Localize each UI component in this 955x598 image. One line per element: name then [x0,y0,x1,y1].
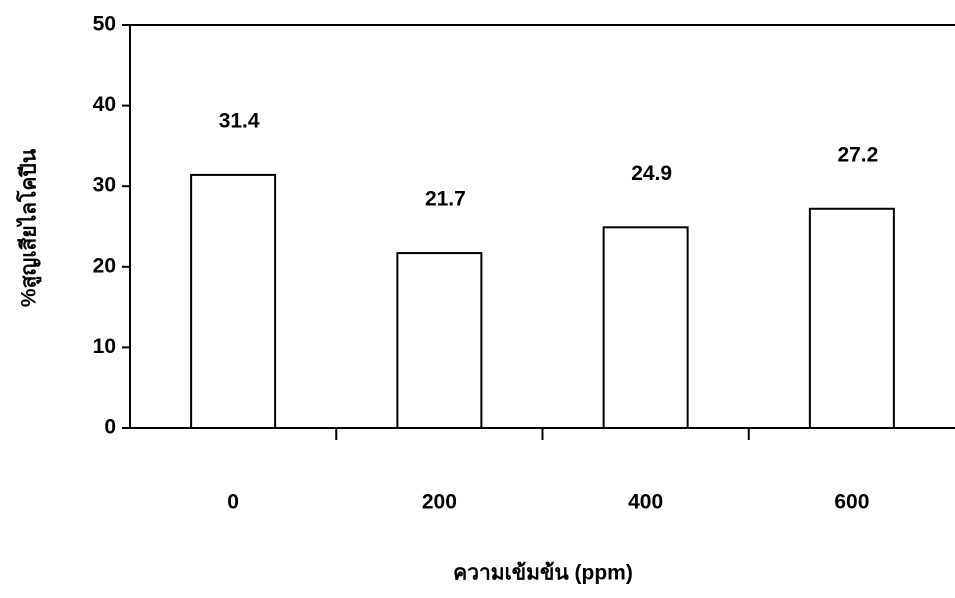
value-label: 24.9 [631,162,672,185]
y-tick-label: 0 [104,416,116,439]
bar [604,227,688,428]
x-tick-label: 200 [422,491,457,514]
y-tick-label: 10 [93,335,116,358]
value-label: 27.2 [837,143,878,166]
y-tick-label: 20 [93,254,116,277]
x-tick-label: 0 [227,491,239,514]
value-label: 31.4 [219,109,260,132]
y-tick-label: 50 [93,13,116,36]
y-axis-label: %สูญเสียไลโคปีน [16,148,43,307]
x-tick-label: 400 [628,491,663,514]
y-tick-label: 30 [93,174,116,197]
bar [810,209,894,428]
bar [191,175,275,428]
value-label: 21.7 [425,188,466,211]
x-axis-label: ความเข้มข้น (ppm) [453,561,633,585]
chart: ความเข้มข้น (ppm) %สูญเสียไลโคปีน 0 10 20 3… [0,0,955,598]
y-tick-label: 40 [93,93,116,116]
bar [397,253,481,428]
x-tick-label: 600 [834,491,869,514]
